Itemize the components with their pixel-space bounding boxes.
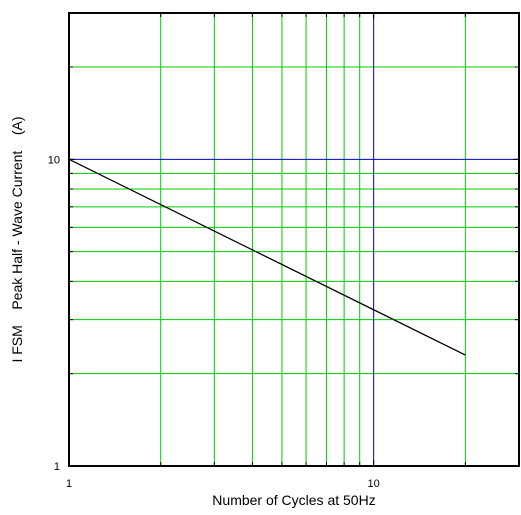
- tick-labels: 1 10 1 10: [48, 154, 380, 490]
- y-axis-label: I FSM Peak Half - Wave Current (A): [9, 116, 25, 362]
- series-layer: [68, 158, 466, 356]
- y-tick-label: 10: [48, 154, 60, 166]
- plot-frame: [68, 12, 520, 467]
- grid: [69, 13, 519, 466]
- series-line: [68, 158, 466, 356]
- x-axis-label: Number of Cycles at 50Hz: [212, 492, 375, 508]
- tick-marks: [68, 13, 519, 467]
- y-tick-label: 1: [54, 461, 60, 473]
- x-tick-label: 1: [66, 478, 72, 490]
- x-tick-label: 10: [368, 478, 380, 490]
